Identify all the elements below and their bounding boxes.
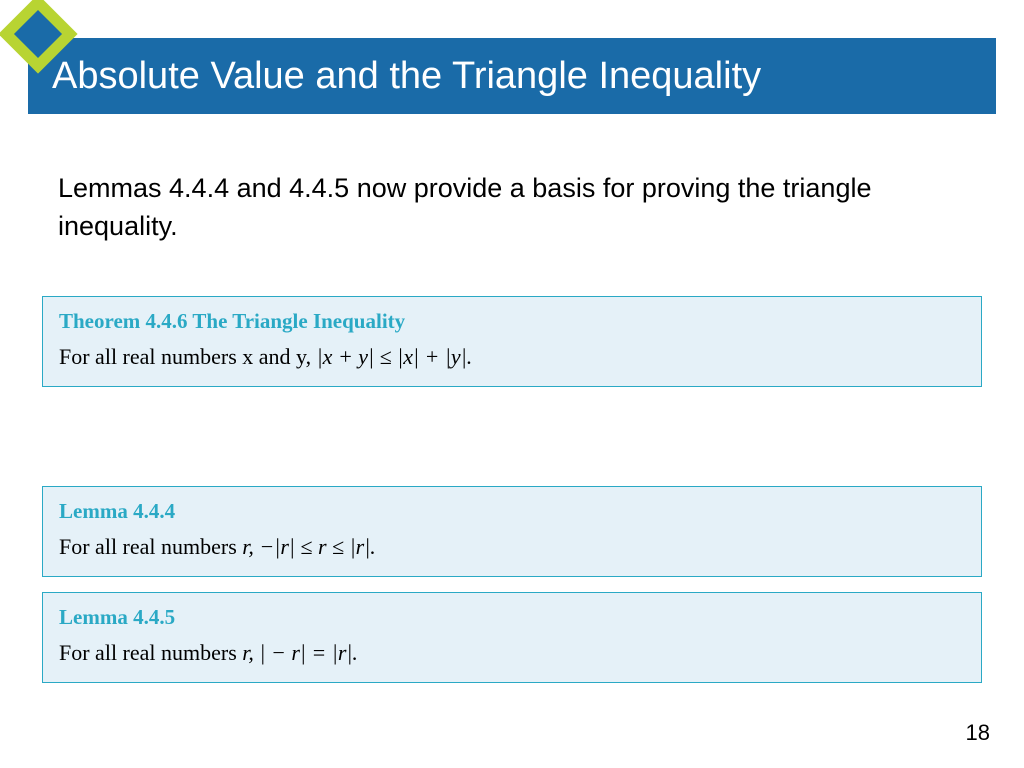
lemma-title: Lemma 4.4.4 bbox=[59, 499, 965, 524]
theorem-body-math: |x + y| ≤ |x| + |y|. bbox=[317, 344, 473, 369]
intro-paragraph: Lemmas 4.4.4 and 4.4.5 now provide a bas… bbox=[58, 170, 924, 246]
lemma-body-math: r, −|r| ≤ r ≤ |r|. bbox=[242, 534, 376, 559]
theorem-body-prefix: For all real numbers x and y, bbox=[59, 344, 317, 369]
lemma-title: Lemma 4.4.5 bbox=[59, 605, 965, 630]
lemma-body: For all real numbers r, | − r| = |r|. bbox=[59, 640, 965, 666]
lemma-body-prefix: For all real numbers bbox=[59, 640, 242, 665]
decorative-diamond-icon bbox=[10, 6, 66, 62]
lemma-body-prefix: For all real numbers bbox=[59, 534, 242, 559]
theorem-title: Theorem 4.4.6 The Triangle Inequality bbox=[59, 309, 965, 334]
lemma-body: For all real numbers r, −|r| ≤ r ≤ |r|. bbox=[59, 534, 965, 560]
page-number: 18 bbox=[966, 720, 990, 746]
lemma-box: Lemma 4.4.5 For all real numbers r, | − … bbox=[42, 592, 982, 683]
slide-title: Absolute Value and the Triangle Inequali… bbox=[52, 55, 761, 98]
lemma-box: Lemma 4.4.4 For all real numbers r, −|r|… bbox=[42, 486, 982, 577]
title-bar: Absolute Value and the Triangle Inequali… bbox=[28, 38, 996, 114]
theorem-box: Theorem 4.4.6 The Triangle Inequality Fo… bbox=[42, 296, 982, 387]
theorem-body: For all real numbers x and y, |x + y| ≤ … bbox=[59, 344, 965, 370]
lemma-body-math: r, | − r| = |r|. bbox=[242, 640, 358, 665]
